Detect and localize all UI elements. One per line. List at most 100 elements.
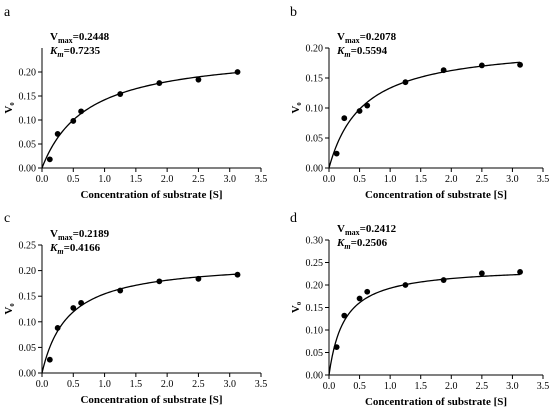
vmax-annotation: Vmax=0.2412 (337, 223, 397, 237)
y-tick-label: 0.00 (306, 371, 324, 382)
x-tick-label: 1.0 (384, 174, 397, 185)
data-point (341, 312, 348, 319)
km-value: =0.2506 (351, 237, 388, 249)
chart-panel-b: b 0.0 0.5 1.0 1.5 2.0 2.5 3.0 3.5 0.00 0.05 0.10 0.1… (290, 5, 549, 201)
x-tick-label: 3.0 (223, 174, 236, 185)
x-tick-label: 1.5 (414, 174, 427, 185)
y-tick-label: 0.15 (306, 303, 324, 314)
data-point (364, 288, 371, 295)
x-tick-label: 3.0 (223, 379, 236, 390)
data-point (333, 344, 340, 350)
data-point (78, 299, 85, 306)
x-tick-label: 2.5 (476, 381, 489, 392)
x-tick-label: 0.0 (36, 174, 49, 185)
km-symbol: K (336, 45, 345, 57)
x-tick-label: 2.5 (192, 174, 205, 185)
x-tick-label: 0.0 (323, 381, 336, 392)
panel-letter: d (290, 211, 297, 226)
chart-panel-d: d 0.0 0.5 1.0 1.5 2.0 2.5 3.0 3.5 0.00 0.05 0.10 0.1… (290, 211, 549, 408)
x-tick-label: 2.0 (445, 174, 458, 185)
data-point (517, 269, 523, 275)
y-tick-label: 0.10 (306, 326, 324, 337)
fit-curve (328, 273, 521, 376)
x-tick-label: 3.5 (537, 174, 550, 185)
y-tick-label: 0.30 (306, 236, 324, 247)
y-tick-label: 0.05 (19, 343, 37, 354)
y-tick-label: 0.20 (19, 68, 37, 79)
km-subscript: m (57, 50, 63, 59)
data-point (478, 62, 485, 69)
x-tick-label: 0.5 (67, 379, 80, 390)
data-point (117, 91, 124, 97)
x-axis-label: Concentration of substrate [S] (80, 394, 222, 406)
km-value: =0.5594 (351, 45, 388, 57)
data-point (46, 156, 53, 163)
vmax-subscript: max (58, 36, 73, 45)
chart-panel-a: a 0.0 0.5 1.0 1.5 2.0 2.5 3.0 3.5 0.00 0.05 0.10 0.1… (3, 5, 267, 201)
x-tick-label: 0.0 (36, 379, 49, 390)
data-point (70, 118, 77, 124)
y-tick-label: 0.20 (306, 281, 324, 292)
y-axis-label: V₀ (3, 303, 15, 315)
vmax-value: =0.2448 (73, 31, 110, 43)
vmax-value: =0.2412 (360, 223, 397, 235)
vmax-symbol: V (337, 31, 345, 43)
km-annotation: Km=0.2506 (336, 237, 388, 251)
x-tick-label: 0.5 (67, 174, 80, 185)
data-point (333, 150, 340, 157)
data-point (478, 270, 485, 277)
vmax-subscript: max (345, 228, 360, 237)
x-tick-label: 3.5 (537, 381, 550, 392)
x-tick-label: 3.5 (255, 379, 268, 390)
km-subscript: m (344, 50, 350, 59)
x-tick-label: 1.5 (130, 174, 143, 185)
x-tick-label: 0.0 (323, 174, 336, 185)
vmax-symbol: V (50, 228, 58, 240)
data-point (78, 108, 85, 115)
x-tick-label: 2.0 (161, 174, 174, 185)
data-point (156, 80, 163, 86)
data-point (70, 305, 77, 311)
km-symbol: K (49, 45, 58, 57)
vmax-annotation: Vmax=0.2189 (50, 228, 110, 242)
km-symbol: K (49, 242, 58, 254)
y-tick-label: 0.05 (306, 134, 324, 145)
km-subscript: m (57, 247, 63, 256)
y-tick-label: 0.10 (306, 104, 324, 115)
y-tick-label: 0.10 (19, 116, 37, 127)
y-tick-label: 0.20 (306, 44, 324, 55)
data-point (356, 108, 363, 114)
data-point (117, 287, 124, 294)
fit-curve (328, 61, 521, 169)
km-annotation: Km=0.4166 (49, 242, 101, 256)
x-tick-label: 0.5 (353, 174, 366, 185)
vmax-subscript: max (345, 36, 360, 45)
vmax-symbol: V (337, 223, 345, 235)
data-point (517, 61, 523, 68)
km-annotation: Km=0.5594 (336, 45, 388, 59)
y-axis-label: V₀ (290, 301, 302, 313)
y-tick-label: 0.00 (19, 369, 37, 380)
x-tick-label: 3.5 (255, 174, 268, 185)
y-tick-label: 0.20 (19, 266, 37, 277)
x-tick-label: 2.0 (161, 379, 174, 390)
data-point (195, 76, 202, 83)
fit-curve (41, 273, 238, 374)
x-tick-label: 1.0 (384, 381, 397, 392)
y-axis-label: V₀ (3, 102, 15, 114)
data-point (54, 325, 61, 331)
data-point (156, 278, 163, 285)
x-tick-label: 2.5 (192, 379, 205, 390)
panel-letter: c (4, 211, 10, 226)
y-tick-label: 0.05 (19, 140, 37, 151)
x-tick-label: 1.5 (414, 381, 427, 392)
data-point (402, 282, 409, 288)
km-symbol: K (336, 237, 345, 249)
x-tick-label: 1.5 (130, 379, 143, 390)
vmax-subscript: max (58, 233, 73, 242)
data-point (341, 115, 348, 122)
x-tick-label: 3.0 (506, 381, 519, 392)
km-annotation: Km=0.7235 (49, 45, 101, 59)
vmax-annotation: Vmax=0.2078 (337, 31, 397, 45)
